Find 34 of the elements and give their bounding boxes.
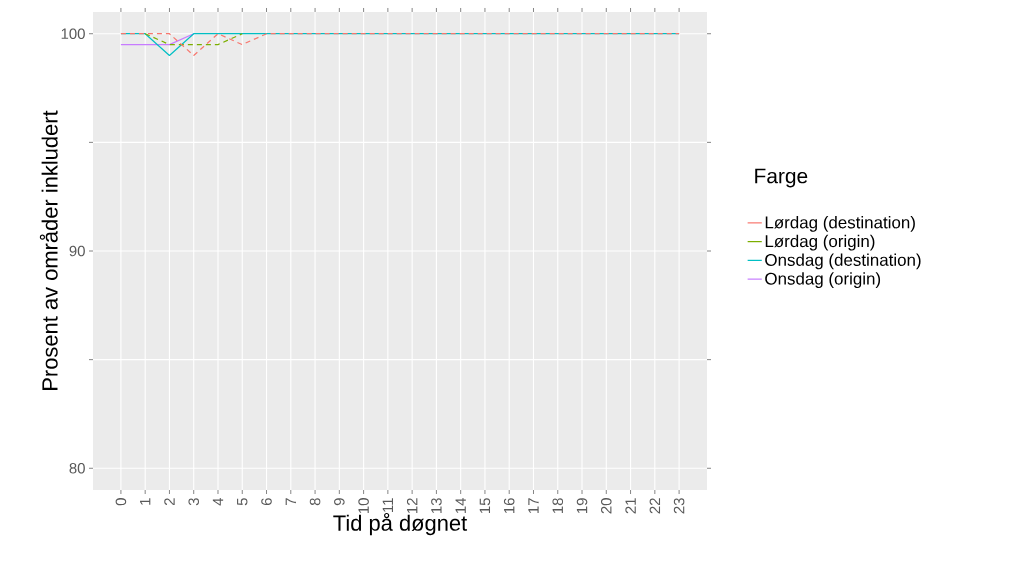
x-tick-label: 10 (358, 498, 369, 513)
x-tick-label: 22 (649, 498, 661, 514)
x-tick-label: 1 (140, 498, 151, 505)
x-tick-label: 3 (188, 498, 199, 506)
x-tick-label: 7 (285, 498, 296, 506)
legend-label: Onsdag (destination) (765, 253, 921, 270)
x-tick-label: 5 (237, 498, 248, 506)
x-axis-title: Tid på døgnet (333, 512, 468, 536)
x-tick-label: 15 (479, 498, 491, 513)
legend-title: Farge (755, 168, 808, 188)
legend-label: Lørdag (destination) (765, 215, 915, 232)
legend-label: Onsdag (origin) (765, 272, 881, 289)
x-tick-label: 8 (309, 498, 321, 506)
x-tick-label: 2 (164, 498, 175, 506)
x-tick-label: 9 (334, 498, 345, 506)
x-tick-label: 12 (406, 498, 418, 513)
x-tick-label: 17 (528, 498, 539, 513)
x-tick-label: 16 (503, 498, 515, 513)
x-tick-label: 20 (601, 498, 612, 514)
x-tick-label: 13 (431, 498, 442, 513)
y-axis-title: Prosent av områder inkludert (39, 110, 58, 390)
x-tick-label: 21 (625, 498, 636, 514)
legend-label: Lørdag (origin) (765, 234, 875, 251)
y-tick-label: 100 (61, 28, 85, 40)
y-tick-label: 90 (69, 245, 85, 257)
y-tick-label: 80 (69, 462, 85, 474)
x-tick-label: 6 (261, 498, 272, 506)
x-tick-label: 11 (382, 498, 394, 512)
x-tick-label: 14 (455, 497, 466, 513)
x-tick-label: 4 (212, 497, 224, 506)
x-tick-label: 19 (576, 498, 588, 513)
x-tick-label: 23 (673, 498, 685, 514)
x-tick-label: 18 (552, 498, 564, 513)
x-tick-label: 0 (115, 498, 127, 506)
